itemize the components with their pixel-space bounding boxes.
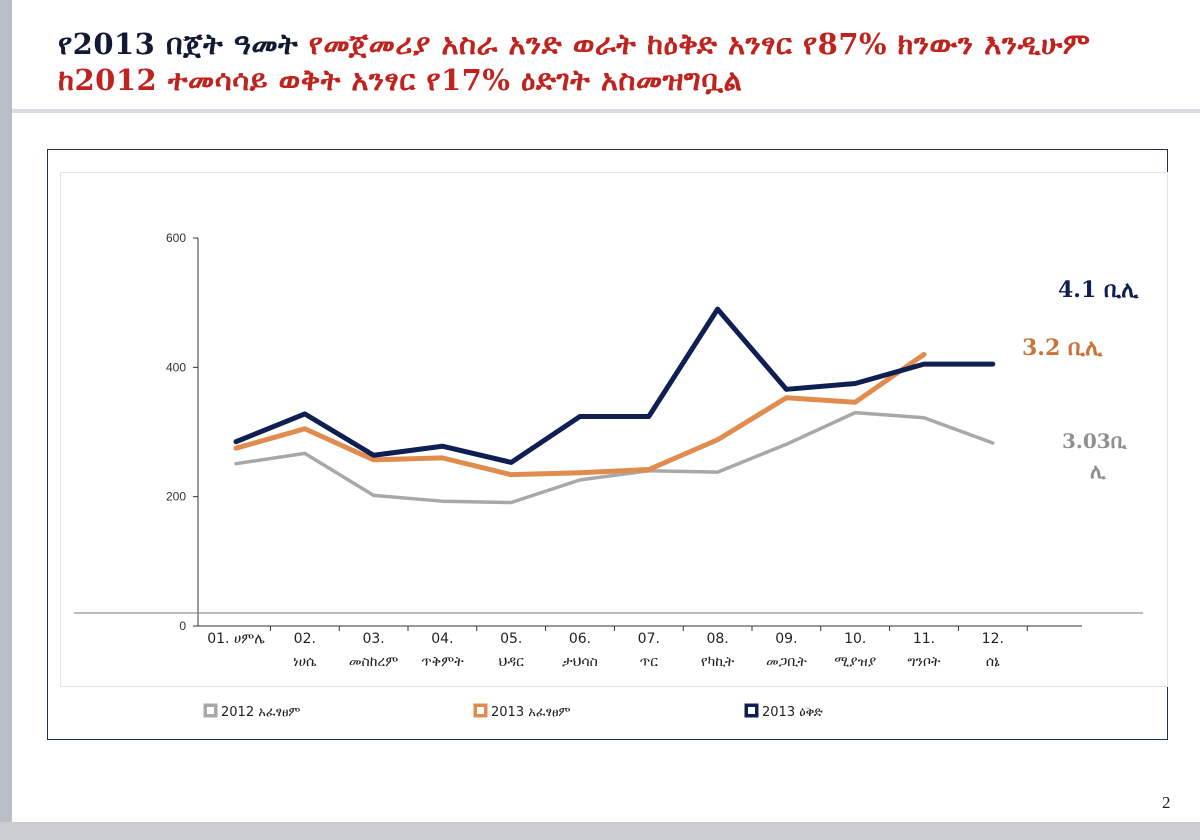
series-line-3 bbox=[233, 306, 996, 465]
x-tick-label: ነሀሴ bbox=[293, 654, 317, 670]
x-tick-label: መጋቢት bbox=[766, 654, 807, 670]
title-highlight-text: የመጀመሪያ አስራ አንድ ወራት ከዕቅድ አንፃር የ87% ክንውን እ… bbox=[58, 27, 1091, 97]
legend-label: 2013 ዕቅድ bbox=[762, 705, 823, 720]
y-tick-label: 600 bbox=[166, 231, 186, 245]
series-line-2 bbox=[233, 351, 927, 478]
x-tick-label: 09. bbox=[775, 631, 797, 647]
x-tick-label: 11. bbox=[913, 631, 935, 647]
x-tick-label: 08. bbox=[706, 631, 728, 647]
x-tick-label: 05. bbox=[500, 631, 522, 647]
x-tick-label: ታህሳስ bbox=[562, 654, 598, 670]
x-tick-label: ጥቅምት bbox=[421, 654, 464, 670]
series-end-label: 3.2 ቢሊ bbox=[1022, 335, 1103, 361]
x-tick-label: 01. ሀምሌ bbox=[207, 631, 265, 647]
x-tick-label: መስከረም bbox=[349, 654, 399, 670]
y-tick-label: 0 bbox=[179, 619, 186, 633]
x-tick-label: 07. bbox=[638, 631, 660, 647]
x-tick-label: ጥር bbox=[640, 654, 659, 670]
x-tick-label: 06. bbox=[569, 631, 591, 647]
x-tick-label: ሚያዝያ bbox=[834, 654, 876, 670]
slide-title: የ2013 በጀት ዓመት የመጀመሪያ አስራ አንድ ወራት ከዕቅድ አን… bbox=[58, 26, 1188, 98]
x-tick-label: ሰኔ bbox=[986, 654, 1000, 670]
series-line-1 bbox=[234, 410, 995, 505]
bottom-decorative-band bbox=[0, 822, 1200, 840]
x-tick-label: 10. bbox=[844, 631, 866, 647]
legend-label: 2013 አፈፃፀም bbox=[491, 705, 571, 720]
x-tick-label: 03. bbox=[362, 631, 384, 647]
x-tick-label: ህዳር bbox=[499, 654, 525, 670]
x-tick-label: ግንቦት bbox=[908, 654, 941, 670]
y-tick-label: 400 bbox=[166, 360, 186, 374]
page-number: 2 bbox=[1162, 793, 1171, 812]
x-tick-label: የካኪት bbox=[701, 654, 735, 670]
chart-frame bbox=[47, 149, 1168, 740]
series-end-label: 4.1 ቢሊ bbox=[1058, 277, 1139, 303]
x-tick-label: 04. bbox=[431, 631, 453, 647]
y-tick-label: 200 bbox=[166, 490, 186, 504]
x-tick-label: 12. bbox=[982, 631, 1004, 647]
left-decorative-band bbox=[0, 0, 12, 840]
series-end-label: ሊ bbox=[1090, 459, 1107, 483]
series-end-label: 3.03ቢ bbox=[1062, 429, 1127, 453]
legend-swatch-inner bbox=[477, 707, 484, 714]
title-divider bbox=[12, 109, 1200, 113]
legend-swatch-inner bbox=[207, 707, 214, 714]
legend-swatch-inner bbox=[748, 707, 755, 714]
x-tick-label: 02. bbox=[294, 631, 316, 647]
chart-plot-panel bbox=[60, 172, 1168, 687]
title-year-text: የ2013 በጀት ዓመት bbox=[58, 27, 309, 61]
legend-label: 2012 አፈፃፀም bbox=[221, 705, 301, 720]
